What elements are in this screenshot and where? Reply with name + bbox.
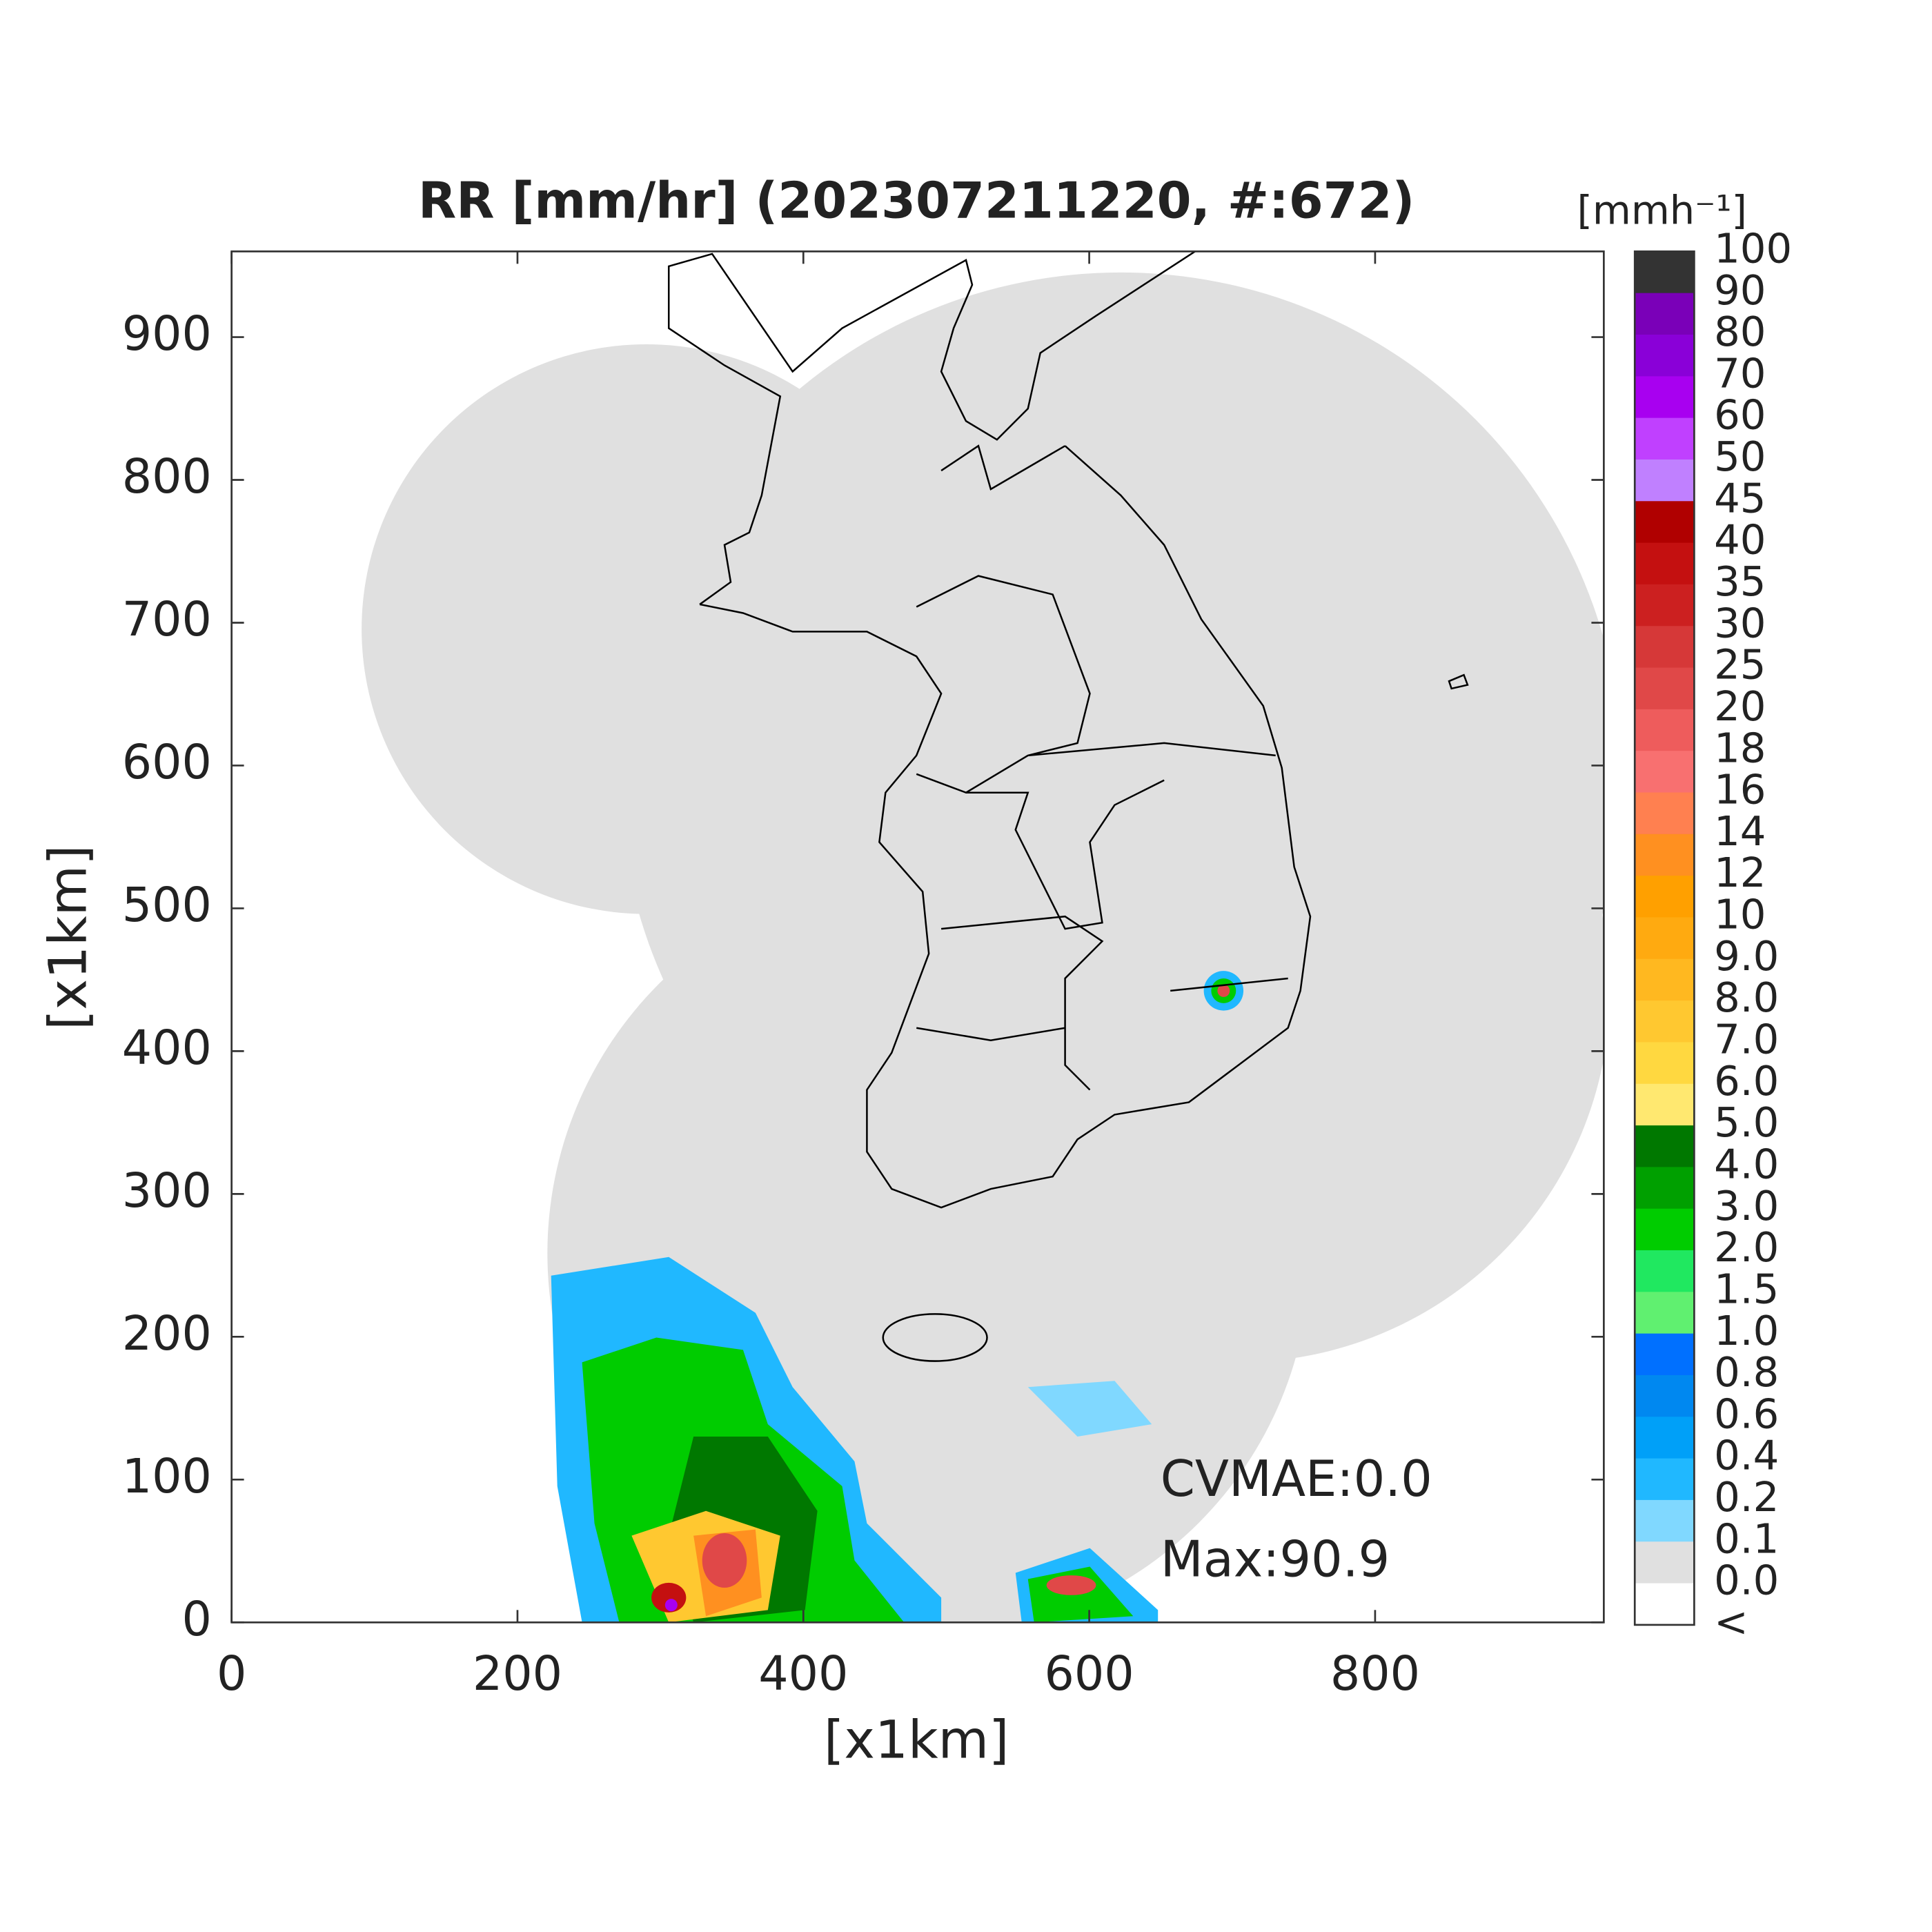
colorbar-label: 0.1 xyxy=(1714,1515,1779,1562)
colorbar-swatch xyxy=(1635,1333,1695,1376)
colorbar-swatch xyxy=(1635,1499,1695,1543)
colorbar-swatch xyxy=(1635,1083,1695,1126)
y-axis-label: [x1km] xyxy=(38,845,99,1029)
colorbar-swatch xyxy=(1635,1541,1695,1584)
rain-echoes xyxy=(551,971,1244,1623)
colorbar-swatch xyxy=(1635,751,1695,793)
colorbar-swatch xyxy=(1635,792,1695,835)
colorbar-swatch xyxy=(1635,1125,1695,1168)
colorbar-swatch xyxy=(1635,1374,1695,1418)
y-tick-label: 400 xyxy=(122,1021,212,1076)
colorbar-label: 0.8 xyxy=(1714,1348,1779,1396)
colorbar-swatch xyxy=(1635,958,1695,1001)
colorbar-swatch xyxy=(1635,376,1695,419)
colorbar-label: 40 xyxy=(1714,516,1766,564)
colorbar-label: 45 xyxy=(1714,474,1766,522)
y-tick-label: 200 xyxy=(122,1307,212,1361)
x-tick-label: 200 xyxy=(473,1647,562,1702)
colorbar-label: 60 xyxy=(1714,391,1766,439)
colorbar-swatch xyxy=(1635,417,1695,460)
colorbar-label: [mmh⁻¹] xyxy=(1577,187,1747,233)
colorbar-swatch xyxy=(1635,459,1695,502)
colorbar-label: 20 xyxy=(1714,682,1766,730)
colorbar-label: 12 xyxy=(1714,849,1766,896)
colorbar-label: 7.0 xyxy=(1714,1016,1779,1063)
colorbar-swatch xyxy=(1635,1000,1695,1043)
colorbar-swatch xyxy=(1635,1208,1695,1251)
colorbar-swatch xyxy=(1635,876,1695,918)
colorbar-label: 18 xyxy=(1714,724,1766,771)
y-tick-label: 0 xyxy=(182,1593,212,1647)
colorbar-swatch xyxy=(1635,667,1695,710)
colorbar-swatch xyxy=(1635,1042,1695,1085)
colorbar-swatch xyxy=(1635,1292,1695,1334)
colorbar-label: 5.0 xyxy=(1714,1098,1779,1146)
x-tick-label: 0 xyxy=(217,1647,246,1702)
x-tick-label: 400 xyxy=(758,1647,848,1702)
colorbar-swatch xyxy=(1635,251,1695,294)
y-tick-label: 500 xyxy=(122,878,212,933)
colorbar-swatch xyxy=(1635,626,1695,669)
colorbar-label: 6.0 xyxy=(1714,1057,1779,1105)
y-tick-label: 700 xyxy=(122,593,212,647)
y-tick-label: 600 xyxy=(122,736,212,790)
x-axis-label: [x1km] xyxy=(824,1710,1009,1771)
colorbar-label: 3.0 xyxy=(1714,1182,1779,1230)
colorbar-label: 9.0 xyxy=(1714,932,1779,980)
colorbar-label: 0.2 xyxy=(1714,1473,1779,1521)
colorbar-label: 1.0 xyxy=(1714,1307,1779,1354)
colorbar-swatch xyxy=(1635,1167,1695,1210)
coastline xyxy=(667,251,1469,1362)
x-tick-label: 800 xyxy=(1330,1647,1420,1702)
generated: 0 200 400 600 800 0 100 200 300 400 500 600 700 800 90… xyxy=(122,224,1792,1701)
colorbar-label: 80 xyxy=(1714,308,1766,355)
colorbar-label: 2.0 xyxy=(1714,1223,1779,1271)
colorbar-swatch xyxy=(1635,293,1695,335)
chart-title: RR [mm/hr] (202307211220, #:672) xyxy=(418,172,1414,230)
colorbar-swatch xyxy=(1635,1250,1695,1293)
radar-field xyxy=(362,251,1604,1623)
colorbar-swatch xyxy=(1635,501,1695,544)
colorbar-swatch xyxy=(1635,584,1695,627)
colorbar-label: 25 xyxy=(1714,641,1766,689)
colorbar-swatch xyxy=(1635,1583,1695,1626)
annotation: Max:90.9 xyxy=(1161,1530,1390,1588)
colorbar-label: 0.0 xyxy=(1714,1557,1779,1604)
colorbar-label: 70 xyxy=(1714,349,1766,397)
y-tick-label: 100 xyxy=(122,1450,212,1504)
colorbar-swatch xyxy=(1635,917,1695,960)
colorbar-swatch xyxy=(1635,709,1695,752)
y-tick-label: 800 xyxy=(122,450,212,504)
y-tick-label: 300 xyxy=(122,1164,212,1219)
x-tick-label: 600 xyxy=(1045,1647,1134,1702)
colorbar-label: 30 xyxy=(1714,599,1766,647)
colorbar-frame xyxy=(1633,250,1695,1626)
colorbar-label: 1.5 xyxy=(1714,1265,1779,1312)
colorbar-swatch xyxy=(1635,834,1695,877)
annotation: CVMAE:0.0 xyxy=(1161,1450,1432,1508)
colorbar-label: 0.6 xyxy=(1714,1390,1779,1437)
colorbar-label: 16 xyxy=(1714,766,1766,814)
colorbar-swatch xyxy=(1635,1417,1695,1459)
colorbar-label: 35 xyxy=(1714,558,1766,605)
colorbar-swatch xyxy=(1635,334,1695,377)
axes-frame xyxy=(230,250,1605,1624)
colorbar-swatch xyxy=(1635,1458,1695,1501)
y-tick-label: 900 xyxy=(122,307,212,362)
colorbar-label: 0.4 xyxy=(1714,1432,1779,1479)
colorbar-label: < xyxy=(1714,1598,1748,1646)
colorbar-label: 4.0 xyxy=(1714,1140,1779,1187)
colorbar-swatch xyxy=(1635,542,1695,585)
colorbar-label: 100 xyxy=(1714,224,1792,272)
colorbar-label: 14 xyxy=(1714,807,1766,855)
colorbar-label: 8.0 xyxy=(1714,974,1779,1021)
colorbar-label: 50 xyxy=(1714,433,1766,480)
colorbar-label: 10 xyxy=(1714,891,1766,938)
colorbar-label: 90 xyxy=(1714,266,1766,314)
